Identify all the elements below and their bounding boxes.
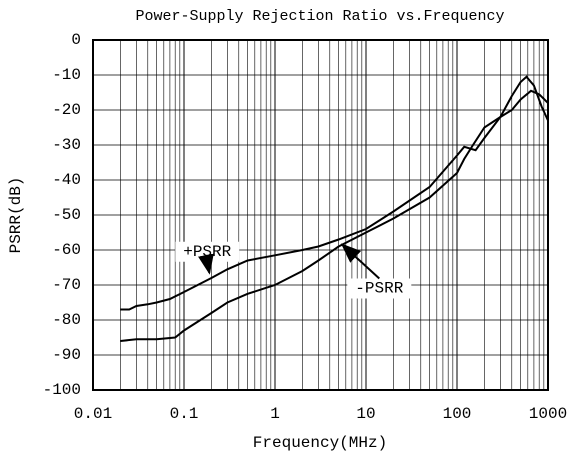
annotation-arrow [340,243,380,280]
x-tick-label: 0.01 [74,405,112,423]
y-axis-label: PSRR(dB) [7,177,25,254]
y-tick-label: -70 [52,276,81,294]
y-tick-label: -30 [52,136,81,154]
y-tick-label: -60 [52,241,81,259]
y-tick-label: -20 [52,101,81,119]
y-tick-label: -90 [52,346,81,364]
x-tick-label: 10 [356,405,375,423]
x-tick-label: 1 [270,405,280,423]
plot-frame [92,39,549,391]
x-tick-label: 100 [443,405,472,423]
x-tick-label: 1000 [529,405,567,423]
series-line [120,75,549,311]
y-tick-label: -100 [43,381,81,399]
x-tick-label: 0.1 [170,405,199,423]
annotation-arrow [198,253,214,275]
y-tick-label: -10 [52,66,81,84]
annotation-bg [347,278,412,299]
y-tick-label: -80 [52,311,81,329]
y-tick-label: -50 [52,206,81,224]
annotation-bg [175,241,240,262]
x-axis-label: Frequency(MHz) [253,434,387,452]
y-tick-label: 0 [71,31,81,49]
chart-title: Power-Supply Rejection Ratio vs.Frequenc… [135,8,504,25]
annotation-label: -PSRR [355,280,403,298]
series-line [120,89,549,342]
y-tick-label: -40 [52,171,81,189]
annotation-label: +PSRR [183,243,231,261]
